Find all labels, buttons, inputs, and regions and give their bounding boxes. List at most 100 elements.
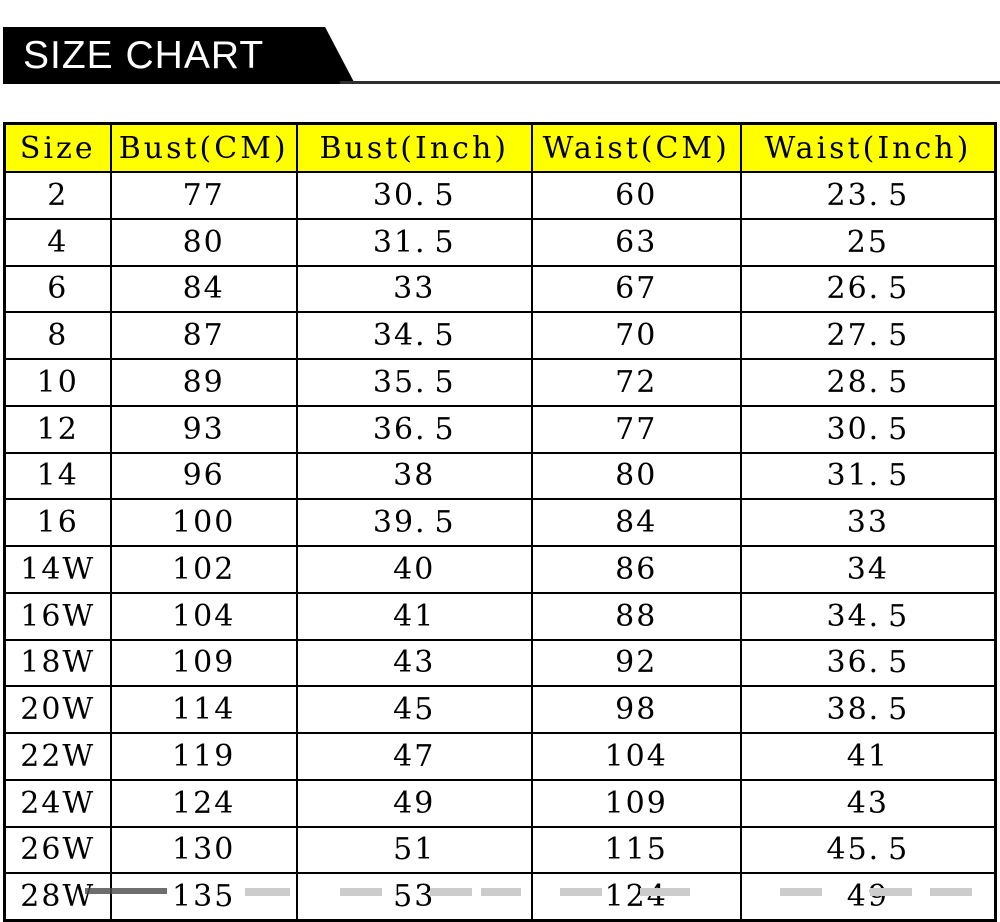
table-cell: 104 — [530, 732, 742, 781]
table-row: 24W 124 49 109 43 — [3, 778, 997, 828]
table-cell: 23. 5 — [739, 171, 997, 220]
table-row: 4 80 31. 5 63 25 — [3, 217, 997, 267]
table-row: 20W 114 45 98 38. 5 — [3, 685, 997, 734]
table-cell: 16W — [3, 591, 112, 641]
table-row: 22W 119 47 104 41 — [3, 732, 997, 781]
table-cell: 40 — [295, 545, 533, 594]
table-cell: 72 — [530, 358, 742, 407]
table-cell: 135 — [109, 872, 298, 922]
table-cell: 34. 5 — [739, 591, 997, 641]
table-cell: 36. 5 — [295, 404, 533, 454]
table-cell: 34. 5 — [295, 311, 533, 360]
cropped-box — [560, 888, 602, 896]
table-row: 8 87 34. 5 70 27. 5 — [3, 311, 997, 360]
cropped-next-section — [0, 888, 1000, 896]
table-cell: 53 — [295, 872, 533, 922]
table-cell: 80 — [109, 217, 298, 267]
table-row: 18W 109 43 92 36. 5 — [3, 638, 997, 688]
table-cell: 45. 5 — [739, 825, 997, 875]
table-cell: 31. 5 — [739, 451, 997, 501]
table-cell: 98 — [530, 685, 742, 734]
table-cell: 31. 5 — [295, 217, 533, 267]
table-cell: 104 — [109, 591, 298, 641]
table-cell: 8 — [3, 311, 112, 360]
table-cell: 28. 5 — [739, 358, 997, 407]
cropped-box — [481, 888, 521, 896]
table-cell: 88 — [530, 591, 742, 641]
table-cell: 28W — [3, 872, 112, 922]
table-cell: 114 — [109, 685, 298, 734]
table-cell: 47 — [295, 732, 533, 781]
table-cell: 34 — [739, 545, 997, 594]
table-row: 14W 102 40 86 34 — [3, 545, 997, 594]
table-cell: 26. 5 — [739, 264, 997, 314]
size-chart-banner: SIZE CHART — [3, 27, 355, 84]
cropped-box — [245, 888, 290, 896]
column-header: Size — [3, 122, 112, 173]
table-cell: 70 — [530, 311, 742, 360]
table-cell: 84 — [530, 498, 742, 547]
table-row: 16 100 39. 5 84 33 — [3, 498, 997, 547]
column-header: Bust(CM) — [109, 122, 298, 173]
table-cell: 102 — [109, 545, 298, 594]
banner-title: SIZE CHART — [23, 33, 265, 77]
table-cell: 36. 5 — [739, 638, 997, 688]
table-cell: 86 — [530, 545, 742, 594]
table-row: 14 96 38 80 31. 5 — [3, 451, 997, 501]
table-cell: 41 — [295, 591, 533, 641]
table-cell: 67 — [530, 264, 742, 314]
table-cell: 63 — [530, 217, 742, 267]
cropped-box — [640, 888, 690, 896]
table-cell: 87 — [109, 311, 298, 360]
table-cell: 60 — [530, 171, 742, 220]
table-cell: 109 — [530, 778, 742, 828]
table-cell: 43 — [739, 778, 997, 828]
cropped-box — [430, 888, 472, 896]
table-cell: 25 — [739, 217, 997, 267]
table-cell: 51 — [295, 825, 533, 875]
table-cell: 92 — [530, 638, 742, 688]
table-cell: 30. 5 — [295, 171, 533, 220]
table-cell: 77 — [530, 404, 742, 454]
size-chart-table: Size Bust(CM) Bust(Inch) Waist(CM) Waist(Inc… — [3, 122, 997, 922]
cropped-box — [930, 888, 972, 896]
table-cell: 33 — [739, 498, 997, 547]
table-cell: 45 — [295, 685, 533, 734]
table-cell: 49 — [739, 872, 997, 922]
table-row: 10 89 35. 5 72 28. 5 — [3, 358, 997, 407]
table-cell: 4 — [3, 217, 112, 267]
table-cell: 38. 5 — [739, 685, 997, 734]
table-cell: 84 — [109, 264, 298, 314]
table-cell: 2 — [3, 171, 112, 220]
cropped-box — [340, 888, 382, 896]
table-cell: 89 — [109, 358, 298, 407]
table-cell: 14 — [3, 451, 112, 501]
table-cell: 20W — [3, 685, 112, 734]
table-cell: 26W — [3, 825, 112, 875]
table-cell: 49 — [295, 778, 533, 828]
table-cell: 115 — [530, 825, 742, 875]
column-header: Waist(Inch) — [739, 122, 997, 173]
table-cell: 6 — [3, 264, 112, 314]
table-row: 28W 135 53 124 49 — [3, 872, 997, 922]
table-row: 16W 104 41 88 34. 5 — [3, 591, 997, 641]
table-cell: 119 — [109, 732, 298, 781]
table-cell: 43 — [295, 638, 533, 688]
cropped-text-fragment — [85, 888, 167, 894]
table-cell: 18W — [3, 638, 112, 688]
table-cell: 77 — [109, 171, 298, 220]
table-row: 12 93 36. 5 77 30. 5 — [3, 404, 997, 454]
column-header: Bust(Inch) — [295, 122, 533, 173]
table-cell: 39. 5 — [295, 498, 533, 547]
table-cell: 35. 5 — [295, 358, 533, 407]
table-cell: 124 — [109, 778, 298, 828]
table-cell: 100 — [109, 498, 298, 547]
table-row: 26W 130 51 115 45. 5 — [3, 825, 997, 875]
table-cell: 80 — [530, 451, 742, 501]
table-cell: 130 — [109, 825, 298, 875]
banner-divider-line — [340, 81, 1000, 84]
table-cell: 38 — [295, 451, 533, 501]
table-row: 2 77 30. 5 60 23. 5 — [3, 171, 997, 220]
table-cell: 96 — [109, 451, 298, 501]
table-cell: 10 — [3, 358, 112, 407]
